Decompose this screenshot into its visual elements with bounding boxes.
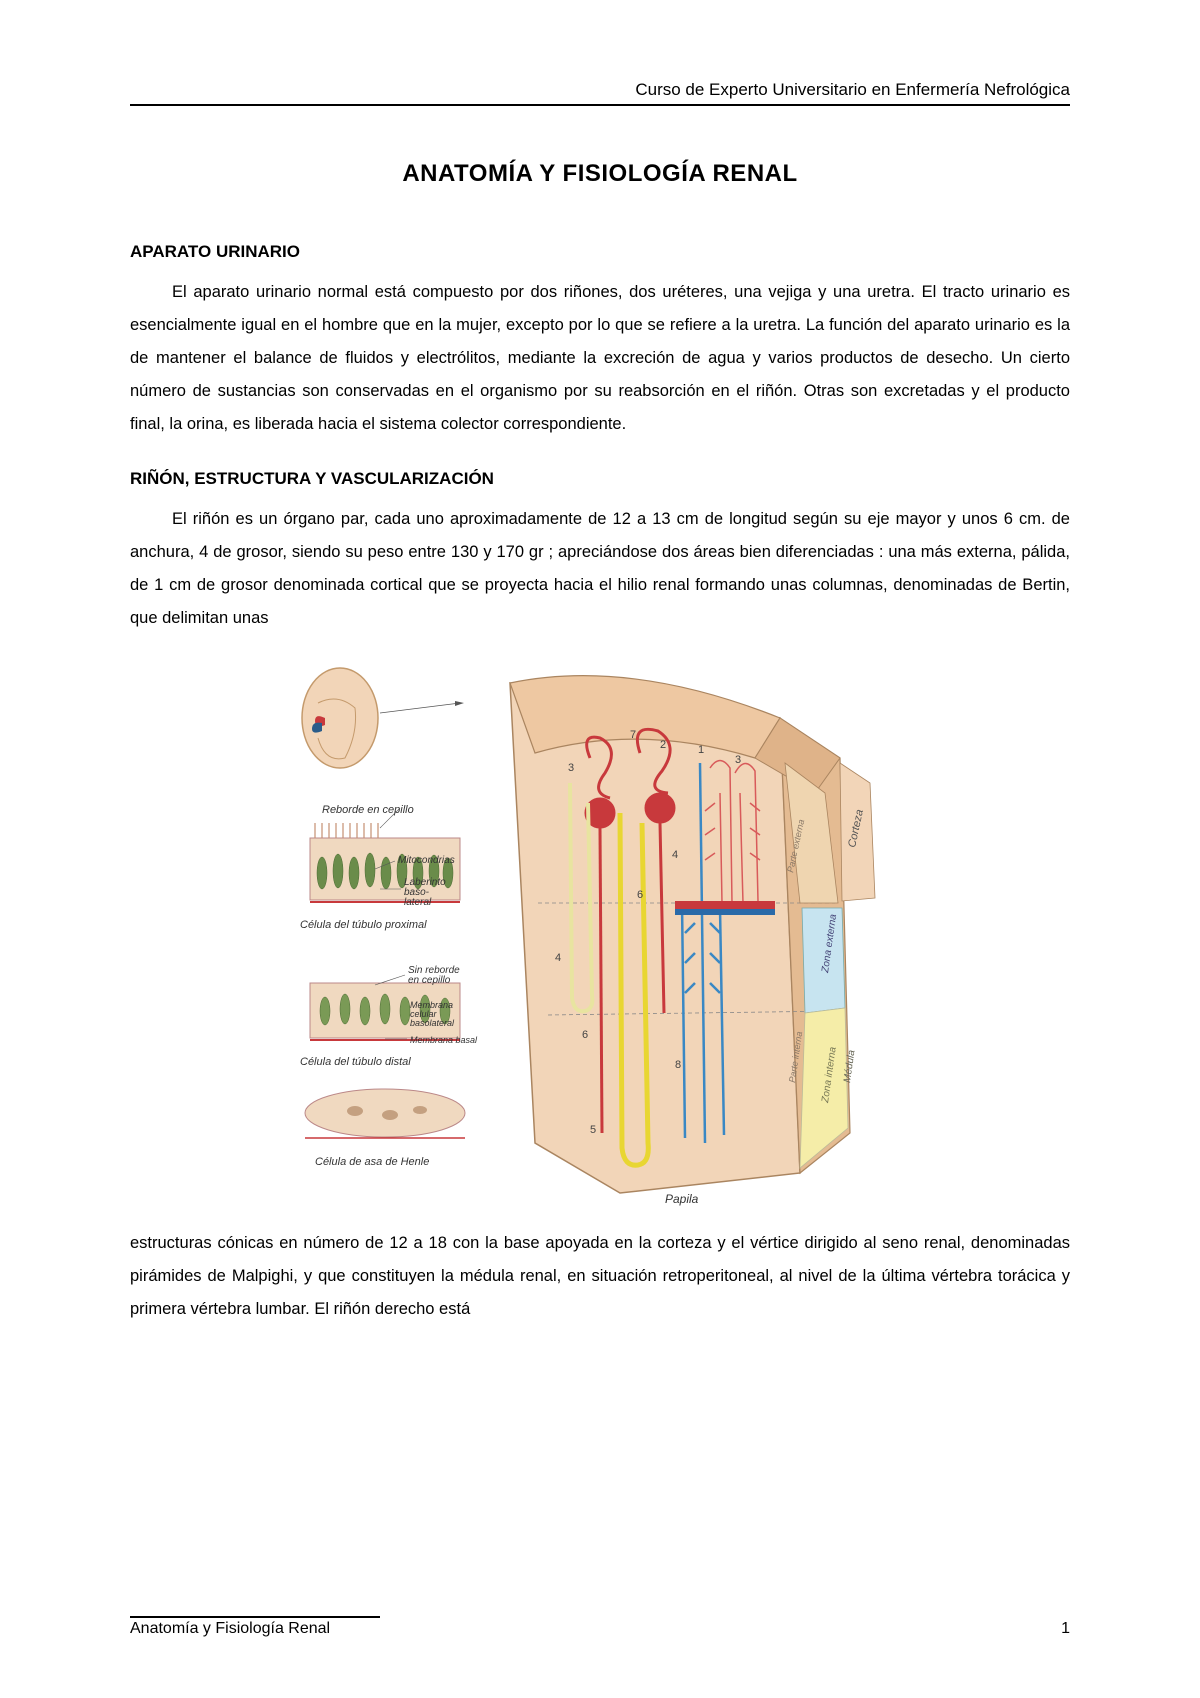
kidney-wedge-section: 3 7 2 1 3 4 6 4 6 5 8 Papila Corteza Zon… xyxy=(510,676,875,1206)
page-number: 1 xyxy=(1061,1620,1070,1638)
svg-text:3: 3 xyxy=(568,762,574,774)
svg-text:8: 8 xyxy=(675,1059,681,1071)
kidney-anatomy-figure: 3 7 2 1 3 4 6 4 6 5 8 Papila Corteza Zon… xyxy=(280,663,920,1213)
course-title: Curso de Experto Universitario en Enferm… xyxy=(130,80,1070,100)
document-header: Curso de Experto Universitario en Enferm… xyxy=(130,80,1070,106)
svg-text:7: 7 xyxy=(630,729,636,741)
label-reborde: Reborde en cepillo xyxy=(322,804,414,816)
label-celula-distal: Célula del túbulo distal xyxy=(300,1056,411,1068)
kidney-diagram-svg: 3 7 2 1 3 4 6 4 6 5 8 Papila Corteza Zon… xyxy=(280,663,920,1213)
footer-title: Anatomía y Fisiología Renal xyxy=(130,1620,330,1638)
section-heading: RIÑÓN, ESTRUCTURA Y VASCULARIZACIÓN xyxy=(130,469,1070,489)
svg-text:1: 1 xyxy=(698,744,704,756)
body-paragraph-continued: estructuras cónicas en número de 12 a 18… xyxy=(130,1227,1070,1326)
footer-divider xyxy=(130,1616,380,1618)
svg-text:3: 3 xyxy=(735,754,741,766)
label-membrana-basal: Membrana basal xyxy=(410,1035,478,1045)
page-footer: Anatomía y Fisiología Renal 1 xyxy=(130,1616,1070,1638)
svg-text:5: 5 xyxy=(590,1124,596,1136)
svg-text:4: 4 xyxy=(672,849,678,861)
label-celula-proximal: Célula del túbulo proximal xyxy=(300,919,427,931)
section-heading: APARATO URINARIO xyxy=(130,242,1070,262)
label-mitocondrias: Mitocondrias xyxy=(398,855,455,866)
label-celula-henle: Célula de asa de Henle xyxy=(315,1156,429,1168)
section-kidney-structure: RIÑÓN, ESTRUCTURA Y VASCULARIZACIÓN El r… xyxy=(130,469,1070,635)
svg-text:6: 6 xyxy=(637,889,643,901)
label-papila: Papila xyxy=(665,1192,699,1206)
svg-text:6: 6 xyxy=(582,1029,588,1041)
svg-text:2: 2 xyxy=(660,739,666,751)
kidney-inset-icon xyxy=(302,668,378,768)
section-urinary-system: APARATO URINARIO El aparato urinario nor… xyxy=(130,242,1070,441)
body-paragraph: El aparato urinario normal está compuest… xyxy=(130,276,1070,441)
body-paragraph: El riñón es un órgano par, cada uno apro… xyxy=(130,503,1070,635)
page-title: ANATOMÍA Y FISIOLOGÍA RENAL xyxy=(130,160,1070,188)
cell-henle-loop xyxy=(305,1089,465,1138)
svg-text:4: 4 xyxy=(555,952,561,964)
header-divider xyxy=(130,104,1070,106)
